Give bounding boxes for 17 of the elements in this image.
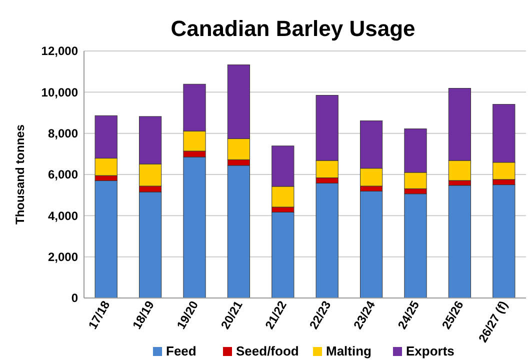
bar — [360, 190, 383, 298]
legend-label: Malting — [326, 344, 372, 358]
y-tick-label: 0 — [71, 291, 78, 306]
bar — [94, 180, 118, 298]
legend-label: Feed — [166, 344, 196, 358]
y-tick-label: 6,000 — [48, 168, 78, 182]
y-tick-label: 8,000 — [48, 126, 78, 141]
y-tick-label: 12,000 — [41, 44, 78, 58]
legend-label: Seed/food — [236, 344, 299, 358]
bar — [448, 185, 471, 298]
legend-label: Exports — [406, 344, 454, 358]
bar — [272, 212, 294, 298]
y-axis-title: Thousand tonnes — [13, 124, 27, 224]
y-tick-label: 10,000 — [41, 85, 78, 100]
chart-title: Canadian Barley Usage — [170, 16, 416, 41]
y-tick-label: 4,000 — [48, 208, 78, 223]
y-tick-label: 2,000 — [48, 250, 78, 264]
